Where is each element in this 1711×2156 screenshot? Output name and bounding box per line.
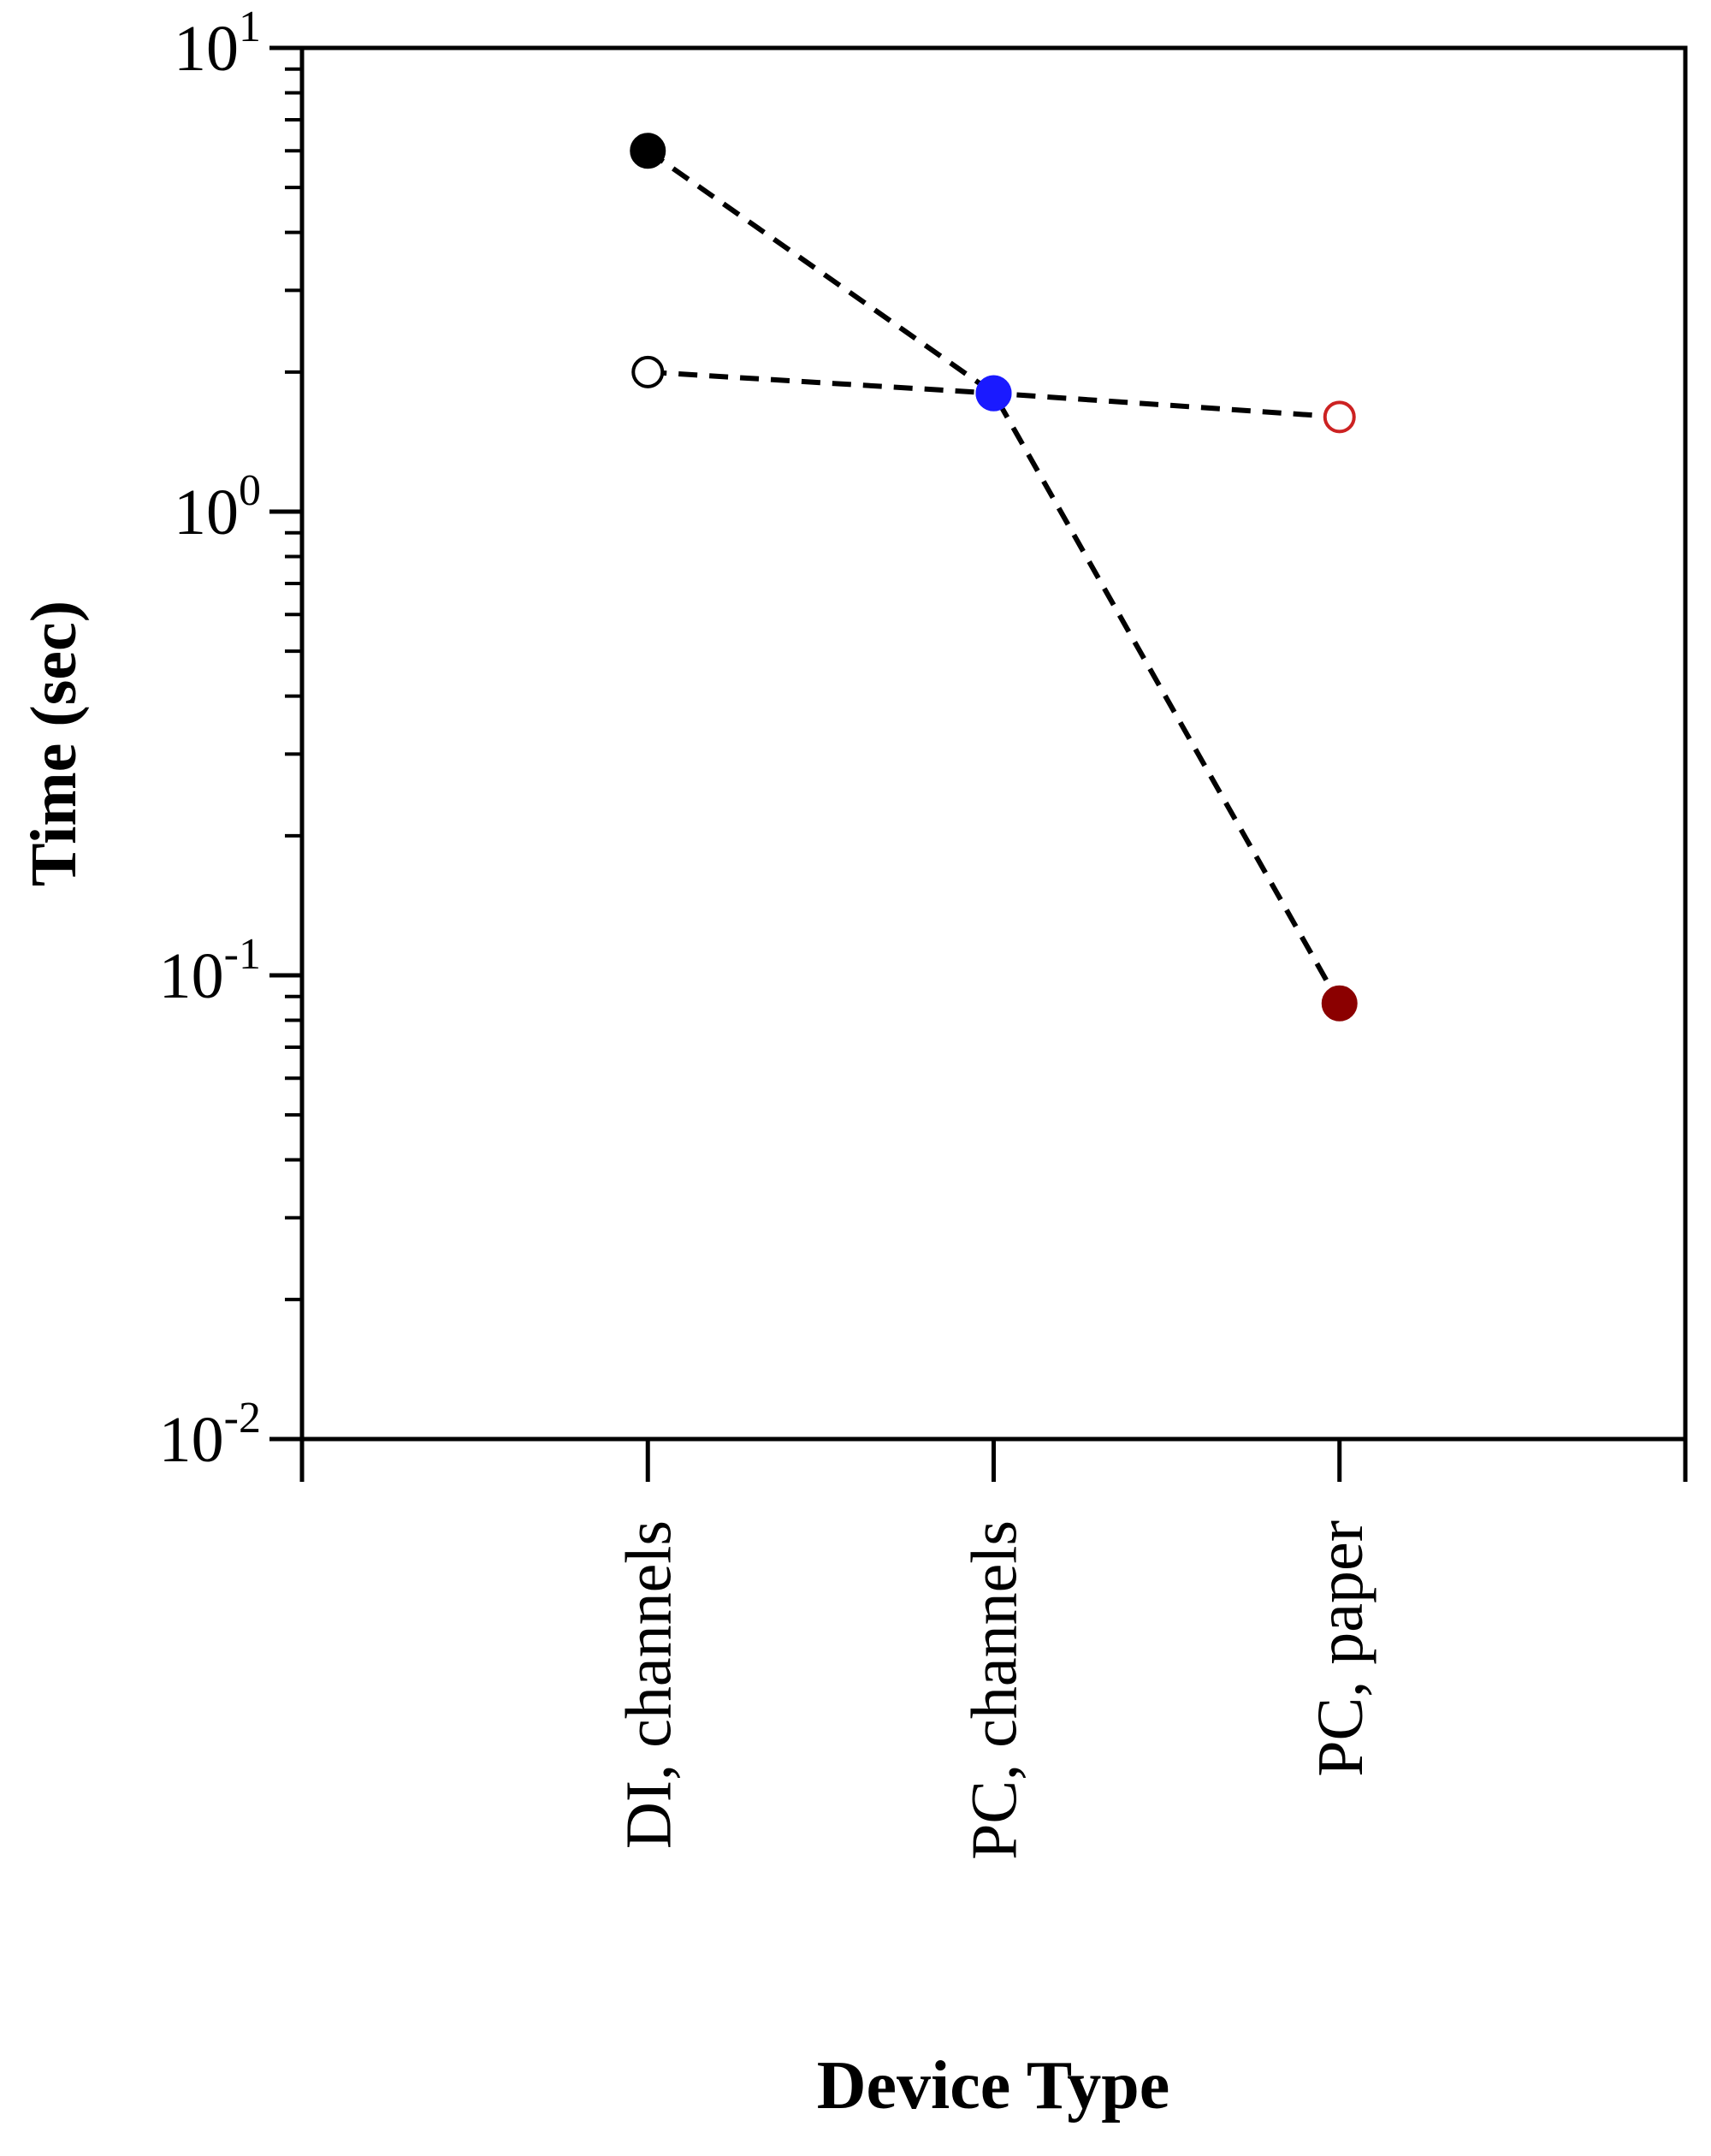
y-tick-label: 100 (174, 466, 261, 548)
data-point (1321, 985, 1358, 1022)
y-tick-label: 101 (174, 3, 261, 85)
y-tick-label: 10-1 (159, 930, 261, 1012)
data-point (630, 133, 666, 169)
x-axis-title: Device Type (817, 2048, 1170, 2123)
x-tick-label: PC, channels (959, 1520, 1031, 1860)
plot-frame (299, 45, 1688, 1442)
x-tick-label: DI, channels (613, 1520, 684, 1849)
series-layer (630, 133, 1358, 1022)
data-point (975, 375, 1012, 412)
y-axis-title: Time (sec) (18, 601, 90, 886)
data-point (1323, 400, 1356, 434)
series-line (646, 148, 1342, 1005)
y-tick-label: 10-2 (159, 1394, 261, 1476)
x-tick-label: PC, paper (1305, 1520, 1376, 1777)
data-point (631, 355, 665, 388)
axes: 101 100 10-1 10-2 DI, channels PC, channels PC… (159, 3, 1688, 1860)
